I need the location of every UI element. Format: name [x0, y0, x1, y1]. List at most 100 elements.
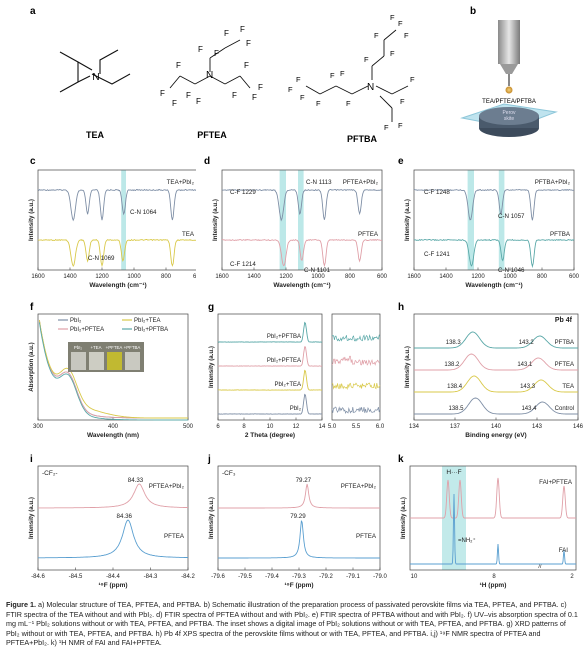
annotation: =NH₂⁺	[458, 537, 476, 544]
pftea-f: F	[172, 99, 177, 108]
x-tick-label: 137	[450, 424, 461, 430]
zoom-tick-label: 5.5	[352, 424, 361, 430]
highlight-band	[279, 170, 286, 270]
pipette-body	[498, 20, 520, 64]
series-label: PbI₂	[290, 406, 302, 412]
series-line-TEA	[37, 238, 196, 268]
spin-coater-top	[479, 107, 539, 125]
series-line-PbI2+TEA	[218, 369, 322, 391]
x-tick-label: 1400	[63, 274, 77, 280]
pftea-f: F	[176, 61, 181, 70]
chart-title: Pb 4f	[555, 317, 573, 324]
peak-label: 143.1	[517, 362, 533, 368]
x-tick-label: 1000	[127, 274, 141, 280]
series-line-FAI	[410, 493, 576, 565]
pftba-f: F	[316, 99, 321, 108]
panel-a-molecules: a N TEA N F F F F F F F F F F F F F F PF…	[30, 6, 415, 144]
x-tick-label: 1000	[311, 274, 325, 280]
annotation: C-N 1046	[498, 267, 525, 274]
x-tick-label: 600	[377, 274, 388, 280]
x-tick-label: 600	[569, 274, 580, 280]
x-tick-label: 1200	[279, 274, 293, 280]
y-axis-label: Intensity (a.u.)	[212, 199, 219, 241]
series-line-PFTEA	[218, 520, 380, 559]
peak-label: 138.4	[447, 384, 463, 390]
x-tick-label: -79.0	[373, 574, 387, 580]
pftba-f: F	[404, 31, 409, 40]
series-label: TEA	[182, 231, 195, 238]
series-label: TEA+PbI₂	[167, 179, 195, 186]
x-tick-label: -84.2	[181, 574, 195, 580]
x-axis-label: Wavelength (cm⁻¹)	[89, 282, 146, 289]
pftba-f: F	[390, 49, 395, 58]
annotation: C-F 1241	[424, 251, 450, 258]
x-tick-label: -79.5	[238, 574, 252, 580]
chart-e-frame	[413, 169, 575, 271]
panel-label-b: b	[470, 6, 476, 17]
panel-label-h: h	[398, 302, 404, 313]
series-label: FAI+PFTEA	[539, 479, 573, 486]
peak-label: 84.33	[128, 477, 144, 484]
pftea-f: F	[258, 83, 263, 92]
pftea-label: PFTEA	[197, 130, 227, 140]
zoom-series-line	[331, 334, 381, 342]
pftea-f: F	[196, 97, 201, 106]
peak-label: 143.3	[520, 384, 536, 390]
pftea-f: F	[244, 61, 249, 70]
pftba-f: F	[346, 99, 351, 108]
x-tick-label: 400	[108, 424, 119, 430]
x-axis-label: Wavelength (cm⁻¹)	[273, 282, 330, 289]
figure-caption: Figure 1. a) Molecular structure of TEA,…	[6, 600, 580, 648]
panel-d-ftir: d 1600 1400 1200 1000 800 600 Wavelength (cm⁻¹…	[204, 156, 388, 289]
pftba-f: F	[398, 19, 403, 28]
x-tick-label: 1600	[215, 274, 229, 280]
x-tick-label: 10	[267, 424, 274, 430]
y-axis-label: Intensity (a.u.)	[208, 497, 215, 539]
series-label: PFTEA	[164, 533, 185, 540]
chart-i: -84.6 -84.5 -84.4 -84.3 -84.2 ¹⁹F (ppm) Intens…	[28, 465, 195, 589]
pftba-f: F	[288, 85, 293, 94]
pftea-f: F	[160, 89, 165, 98]
pftba-f: F	[410, 75, 415, 84]
x-axis-label: Wavelength (cm⁻¹)	[465, 282, 522, 289]
pftba-fluorines: N F F F F F F F F F F F F F F F F F	[288, 13, 415, 132]
pftba-f: F	[330, 71, 335, 80]
series-line-PFTEA	[221, 238, 382, 268]
series-label: PbI₂+TEA	[275, 382, 302, 388]
series-label: PFTEA	[356, 533, 377, 540]
series-line-PFTEA	[38, 519, 188, 559]
x-tick-label: 14	[319, 424, 326, 430]
x-tick-label: 143	[532, 424, 543, 430]
chart-i-frame	[37, 465, 189, 571]
x-tick-label: 800	[537, 274, 548, 280]
legend-label: PbI₂+PFTBA	[134, 327, 168, 333]
y-axis-label: Absorption (a.u.)	[28, 342, 35, 392]
annotation: C-N 1113	[306, 179, 332, 186]
x-tick-label: -84.6	[31, 574, 45, 580]
series-label: PFTBA+PbI₂	[535, 179, 571, 186]
x-tick-label: 600	[193, 274, 196, 280]
x-tick-label: -79.3	[292, 574, 306, 580]
x-tick-label: 1200	[471, 274, 485, 280]
panel-j-fnmr: j -79.6 -79.5 -79.4 -79.3 -79.2 -79.1 -79.0 ¹⁹F…	[207, 454, 387, 589]
series-line-PFTEA+PbI2	[38, 483, 188, 509]
pftba-f: F	[390, 13, 395, 22]
inset-vial	[89, 352, 104, 370]
y-axis-label: Intensity (a.u.)	[404, 346, 411, 388]
panel-label-k: k	[398, 454, 404, 465]
x-tick-label: 10	[411, 574, 418, 580]
series-label: TEA	[562, 384, 574, 390]
tea-atom-n: N	[92, 72, 99, 83]
y-axis-label: Intensity (a.u.)	[208, 346, 215, 388]
series-line-Control	[414, 397, 578, 415]
pftea-f: F	[232, 91, 237, 100]
series-line-PFTBA	[413, 238, 575, 269]
chart-e: 1600 1400 1200 1000 800 600 Wavelength (cm⁻¹) I…	[404, 169, 580, 289]
x-axis-label: ¹⁹F (ppm)	[98, 582, 127, 589]
annotation: C-F 1248	[424, 189, 450, 196]
x-tick-label: 800	[345, 274, 356, 280]
chart-d: 1600 1400 1200 1000 800 600 Wavelength (cm⁻¹) I…	[212, 169, 388, 289]
chart-g: 6 8 10 12 14 2 Theta (degree) Intensity (a.u.)…	[208, 313, 385, 439]
x-tick-label: 8	[492, 574, 496, 580]
inset-vial	[71, 352, 86, 370]
